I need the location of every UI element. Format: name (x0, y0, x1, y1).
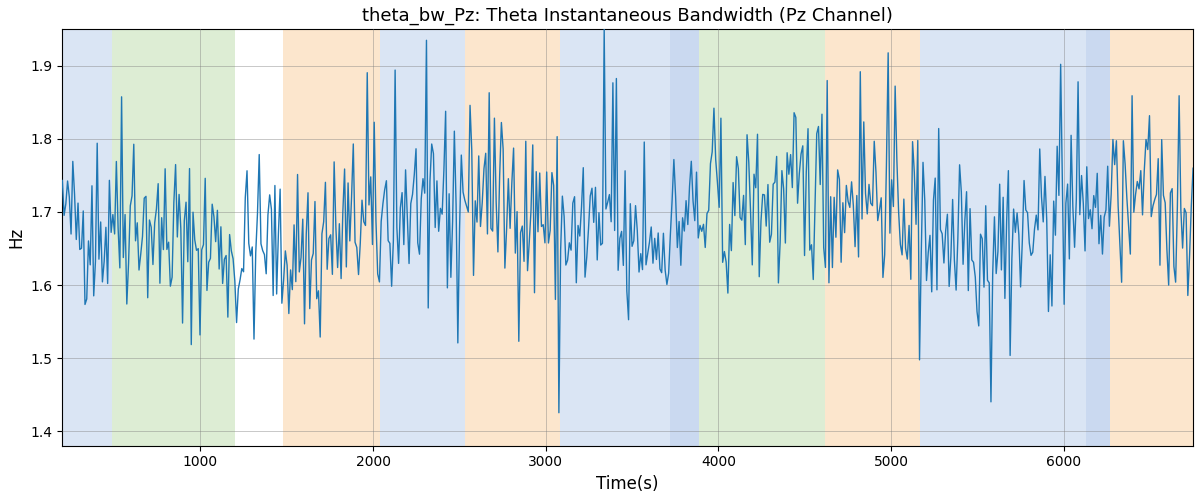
Bar (113, 30, 235, 446)
Bar (826, 30, 920, 446)
Bar (380, 30, 464, 446)
Bar (464, 30, 559, 446)
X-axis label: Time(s): Time(s) (596, 475, 659, 493)
Bar (283, 30, 380, 446)
Title: theta_bw_Pz: Theta Instantaneous Bandwidth (Pz Channel): theta_bw_Pz: Theta Instantaneous Bandwid… (362, 7, 893, 25)
Bar (1086, 30, 1110, 446)
Bar (1110, 30, 1193, 446)
Bar (670, 30, 700, 446)
Bar (559, 30, 670, 446)
Bar (700, 30, 826, 446)
Bar (920, 30, 1086, 446)
Bar (62, 30, 113, 446)
Y-axis label: Hz: Hz (7, 227, 25, 248)
